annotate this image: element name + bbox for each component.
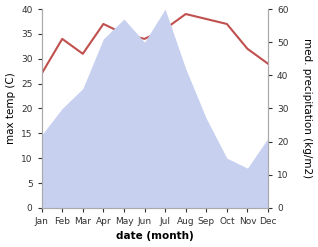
X-axis label: date (month): date (month) xyxy=(116,231,194,242)
Y-axis label: med. precipitation (kg/m2): med. precipitation (kg/m2) xyxy=(302,38,313,179)
Y-axis label: max temp (C): max temp (C) xyxy=(5,73,16,144)
